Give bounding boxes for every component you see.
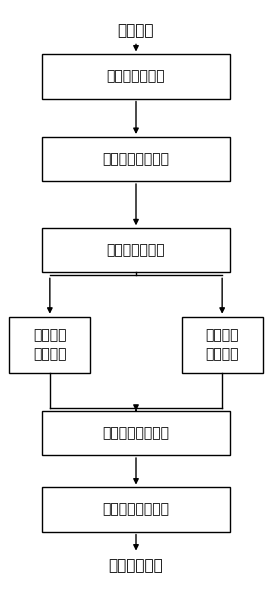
FancyBboxPatch shape — [42, 137, 230, 181]
Text: 获取局部
分布特征: 获取局部 分布特征 — [205, 328, 239, 361]
Text: 获取全局
统计特征: 获取全局 统计特征 — [33, 328, 67, 361]
FancyBboxPatch shape — [42, 487, 230, 532]
FancyBboxPatch shape — [182, 317, 262, 372]
FancyBboxPatch shape — [42, 229, 230, 272]
FancyBboxPatch shape — [10, 317, 90, 372]
Text: 输出判断结果: 输出判断结果 — [109, 558, 163, 573]
Text: 车牌图像: 车牌图像 — [118, 23, 154, 38]
Text: 图像对比度增强: 图像对比度增强 — [107, 243, 165, 258]
Text: 选取有效字符区域: 选取有效字符区域 — [103, 152, 169, 166]
Text: 获取综合特征向量: 获取综合特征向量 — [103, 426, 169, 440]
Text: 车牌颜色类型判断: 车牌颜色类型判断 — [103, 503, 169, 517]
FancyBboxPatch shape — [42, 54, 230, 99]
Text: 图像尺寸归一化: 图像尺寸归一化 — [107, 69, 165, 83]
FancyBboxPatch shape — [42, 411, 230, 455]
